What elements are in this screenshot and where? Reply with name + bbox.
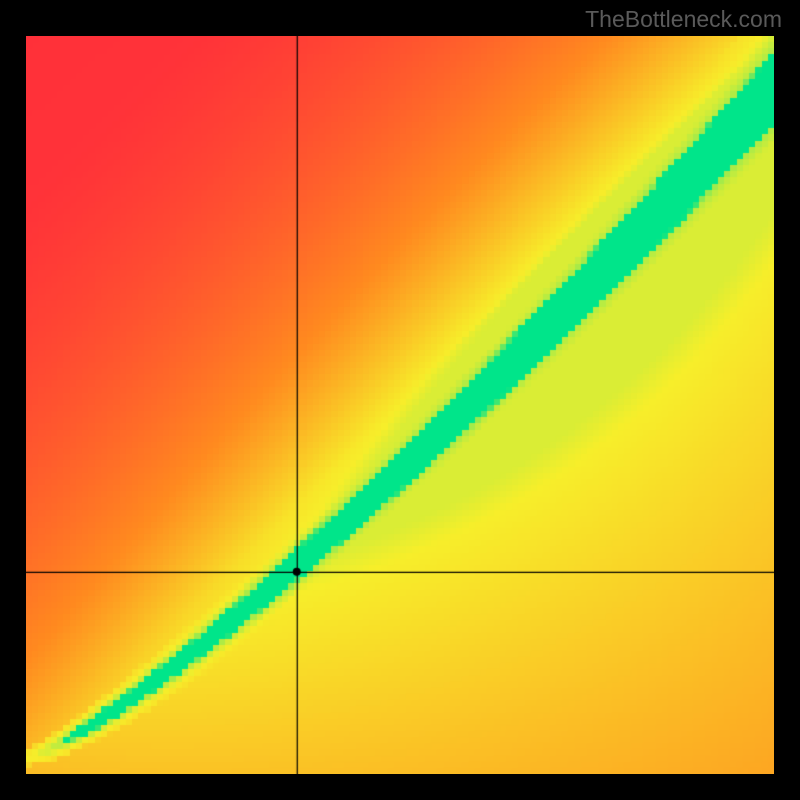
chart-frame (26, 36, 774, 774)
watermark-text: TheBottleneck.com (585, 6, 782, 33)
bottleneck-heatmap (26, 36, 774, 774)
